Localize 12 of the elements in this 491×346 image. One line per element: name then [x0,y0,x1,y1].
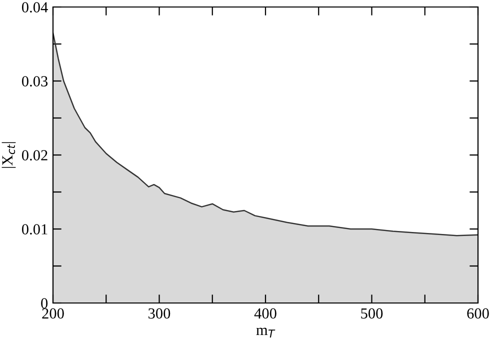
y-tick-label: 0.03 [22,76,48,87]
y-tick-label: 0.01 [22,224,48,235]
x-tick-label: 600 [467,308,489,319]
y-tick-label: 0 [41,298,48,308]
x-tick-label: 200 [42,308,64,319]
y-tick-label: 0.04 [22,2,48,13]
x-axis-title: m$_{T}$ [256,328,276,338]
y-axis-title: |X$_{ct}$| [2,142,16,168]
y-tick-label: 0.02 [22,150,48,161]
x-tick-label: 300 [148,308,170,319]
x-tick-label: 400 [254,308,276,319]
x-tick-label: 500 [361,308,383,319]
